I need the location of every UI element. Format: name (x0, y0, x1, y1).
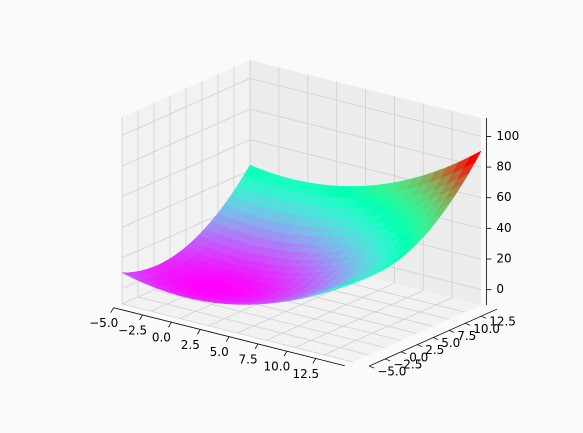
x-tick-label: 7.5 (239, 353, 258, 367)
x-tick-mark (283, 350, 288, 357)
y-tick-label: 12.5 (489, 315, 516, 329)
x-tick-mark (254, 343, 259, 350)
y-tick-mark (433, 337, 439, 340)
x-tick-label: 10.0 (264, 360, 291, 374)
y-tick-mark (465, 322, 471, 326)
x-tick-mark (225, 336, 230, 342)
x-tick-label: 5.0 (210, 345, 229, 359)
grid-line (121, 108, 251, 167)
z-tick-label: 20 (496, 252, 511, 266)
grid-line (137, 296, 370, 356)
y-tick-mark (401, 351, 407, 355)
z-tick-label: 0 (496, 282, 504, 296)
x-tick-mark (312, 358, 317, 364)
grid-line (121, 139, 251, 198)
grid-line (121, 169, 251, 228)
x-tick-label: −5.0 (89, 316, 118, 330)
y-tick-label: 5.0 (441, 336, 460, 350)
y-tick-mark (481, 315, 487, 319)
y-tick-label: 7.5 (457, 329, 476, 343)
y-tick-mark (449, 330, 455, 333)
z-tick-label: 100 (496, 129, 519, 143)
grid-line (153, 289, 386, 349)
axis-lines (110, 118, 498, 369)
y-tick-label: 0.0 (409, 350, 428, 364)
grid-line (249, 108, 482, 168)
y-tick-label: −2.5 (393, 357, 422, 371)
y-tick-mark (369, 365, 375, 369)
x-tick-mark (196, 329, 201, 335)
x-tick-mark (110, 307, 115, 313)
x-tick-mark (168, 321, 172, 328)
y-tick-mark (417, 344, 423, 348)
y-tick-label: −5.0 (377, 365, 406, 379)
grid-line (121, 78, 251, 136)
y-tick-label: 2.5 (425, 343, 444, 357)
y-tick-mark (385, 358, 391, 362)
z-tick-label: 40 (496, 221, 511, 235)
y-tick-label: 10.0 (473, 322, 500, 336)
tick-labels: −5.0−2.50.02.55.07.510.012.5 −5.0−2.50.02… (89, 129, 519, 381)
grid-line (121, 303, 354, 363)
z-tick-label: 60 (496, 190, 511, 204)
x-tick-label: 12.5 (292, 367, 319, 381)
x-tick-label: 0.0 (152, 331, 171, 345)
x-tick-mark (139, 314, 143, 321)
z-tick-label: 80 (496, 160, 511, 174)
surface-mesh (121, 150, 482, 305)
surface-cell (121, 272, 141, 279)
grid-line (249, 78, 482, 137)
x-tick-label: 2.5 (181, 338, 200, 352)
x-tick-label: −2.5 (118, 324, 147, 338)
